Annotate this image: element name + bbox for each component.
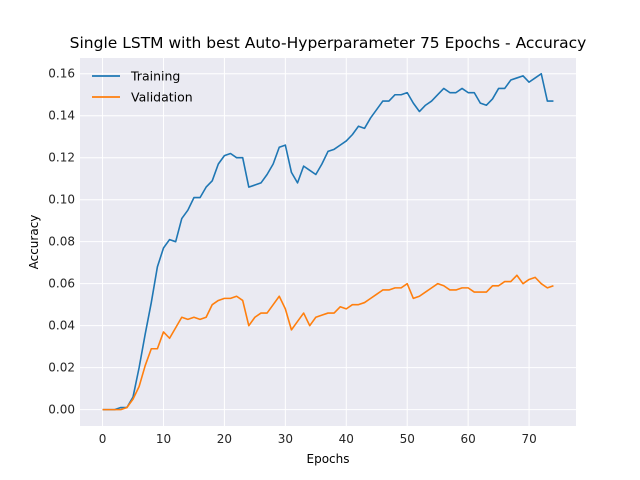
x-tick-label: 50 [400,432,415,446]
x-tick-label: 20 [217,432,232,446]
y-axis-label: Accuracy [27,215,41,270]
y-tick-label: 0.00 [48,403,75,417]
grid-lines [80,58,576,426]
x-tick-label: 0 [99,432,107,446]
chart-title: Single LSTM with best Auto-Hyperparamete… [70,34,587,52]
y-tick-label: 0.06 [48,277,75,291]
y-tick-label: 0.14 [48,109,75,123]
y-tick-label: 0.02 [48,361,75,375]
legend-label-validation: Validation [131,90,193,105]
series-line-training [102,72,554,411]
y-tick-label: 0.16 [48,67,75,81]
x-tick-label: 10 [156,432,171,446]
x-axis-label: Epochs [307,452,350,466]
x-tick-label: 70 [521,432,536,446]
x-tick-label: 60 [461,432,476,446]
legend: Training Validation [92,69,193,105]
series-line-validation [102,274,554,411]
y-tick-labels: 0.00 0.02 0.04 0.06 0.08 0.10 0.12 0.14 0.16 [48,67,75,417]
x-tick-labels: 0 10 20 30 40 50 60 70 [99,432,537,446]
y-tick-label: 0.12 [48,151,75,165]
legend-label-training: Training [130,69,180,84]
y-tick-label: 0.04 [48,319,75,333]
x-tick-label: 30 [278,432,293,446]
y-tick-label: 0.08 [48,235,75,249]
x-tick-label: 40 [339,432,354,446]
y-tick-label: 0.10 [48,193,75,207]
series-lines [102,72,554,411]
